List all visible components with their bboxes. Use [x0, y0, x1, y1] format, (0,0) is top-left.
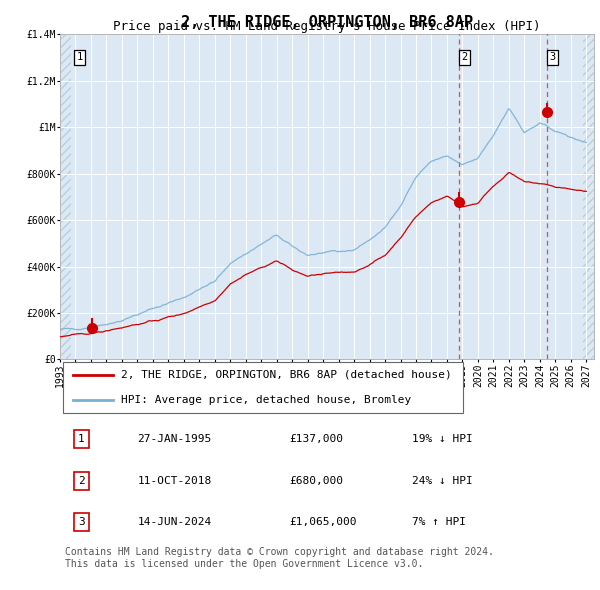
- Text: 2, THE RIDGE, ORPINGTON, BR6 8AP: 2, THE RIDGE, ORPINGTON, BR6 8AP: [181, 15, 473, 30]
- Text: 27-JAN-1995: 27-JAN-1995: [137, 434, 212, 444]
- Text: £137,000: £137,000: [290, 434, 344, 444]
- Text: 3: 3: [549, 53, 556, 63]
- Bar: [62, 362, 463, 414]
- Text: 7% ↑ HPI: 7% ↑ HPI: [412, 517, 466, 527]
- Text: 2: 2: [461, 53, 467, 63]
- Text: Price paid vs. HM Land Registry's House Price Index (HPI): Price paid vs. HM Land Registry's House …: [113, 20, 541, 33]
- Text: 11-OCT-2018: 11-OCT-2018: [137, 476, 212, 486]
- Text: 1: 1: [76, 53, 83, 63]
- Text: £680,000: £680,000: [290, 476, 344, 486]
- Text: Contains HM Land Registry data © Crown copyright and database right 2024.
This d: Contains HM Land Registry data © Crown c…: [65, 548, 494, 569]
- Text: 24% ↓ HPI: 24% ↓ HPI: [412, 476, 473, 486]
- Text: 14-JUN-2024: 14-JUN-2024: [137, 517, 212, 527]
- Text: 19% ↓ HPI: 19% ↓ HPI: [412, 434, 473, 444]
- Text: 2, THE RIDGE, ORPINGTON, BR6 8AP (detached house): 2, THE RIDGE, ORPINGTON, BR6 8AP (detach…: [121, 369, 452, 379]
- Text: 3: 3: [78, 517, 85, 527]
- Text: HPI: Average price, detached house, Bromley: HPI: Average price, detached house, Brom…: [121, 395, 412, 405]
- Text: £1,065,000: £1,065,000: [290, 517, 357, 527]
- Text: 1: 1: [78, 434, 85, 444]
- Text: 2: 2: [78, 476, 85, 486]
